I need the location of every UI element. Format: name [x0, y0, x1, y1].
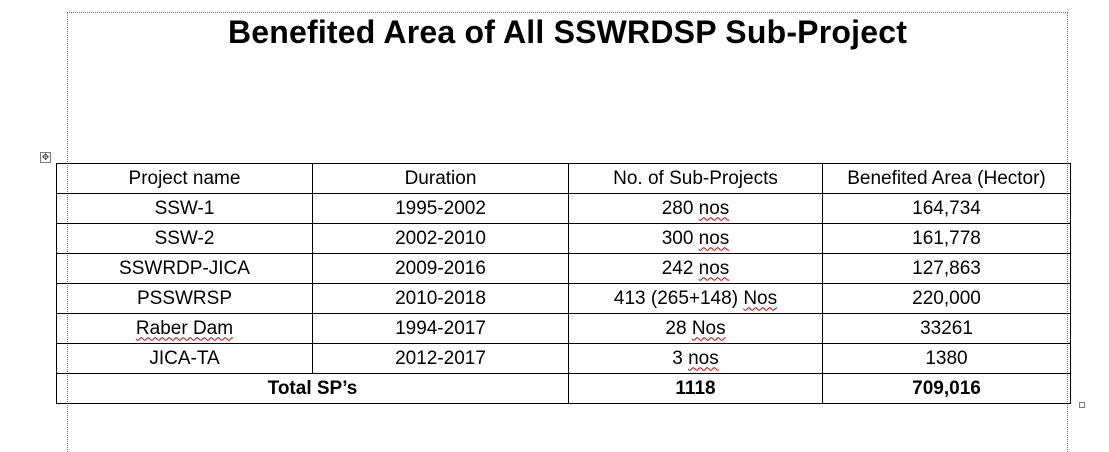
cell-duration: 2012-2017	[312, 343, 569, 374]
cell-duration: 2002-2010	[312, 223, 569, 254]
cell-area: 33261	[822, 313, 1071, 344]
header-project-name: Project name	[56, 163, 313, 194]
count-number: 280	[661, 197, 694, 219]
count-number: 242	[661, 257, 694, 279]
header-duration: Duration	[312, 163, 569, 194]
cell-project: SSW-2	[56, 223, 313, 254]
document-title: Benefited Area of All SSWRDSP Sub-Projec…	[227, 14, 908, 50]
table-row: JICA-TA 2012-2017 3 nos 1380	[56, 343, 1071, 374]
table-move-handle-icon[interactable]: ✥	[40, 152, 51, 163]
count-unit: nos	[698, 257, 730, 279]
count-unit: Nos	[743, 287, 778, 309]
cell-sub-projects: 242 nos	[568, 253, 823, 284]
count-unit: nos	[698, 227, 730, 249]
count-unit: Nos	[691, 317, 726, 339]
benefited-area-table: Project name Duration No. of Sub-Project…	[56, 163, 1071, 404]
cell-sub-projects: 300 nos	[568, 223, 823, 254]
table-row: Raber Dam 1994-2017 28 Nos 33261	[56, 313, 1071, 344]
cell-project: JICA-TA	[56, 343, 313, 374]
cell-sub-projects: 413 (265+148) Nos	[568, 283, 823, 314]
count-number: 28	[665, 317, 687, 339]
table-total-row: Total SP’s 1118 709,016	[56, 373, 1071, 404]
total-sub-projects: 1118	[568, 373, 823, 404]
cell-duration: 1995-2002	[312, 193, 569, 224]
count-number: 300	[661, 227, 694, 249]
cell-area: 161,778	[822, 223, 1071, 254]
cell-area: 220,000	[822, 283, 1071, 314]
header-sub-projects: No. of Sub-Projects	[568, 163, 823, 194]
cell-project: SSW-1	[56, 193, 313, 224]
project-name-text: Raber Dam	[135, 317, 234, 339]
cell-sub-projects: 28 Nos	[568, 313, 823, 344]
cell-project: SSWRDP-JICA	[56, 253, 313, 284]
cell-duration: 1994-2017	[312, 313, 569, 344]
table-resize-handle-icon[interactable]	[1079, 402, 1085, 408]
total-area: 709,016	[822, 373, 1071, 404]
cell-duration: 2009-2016	[312, 253, 569, 284]
cell-sub-projects: 280 nos	[568, 193, 823, 224]
cell-sub-projects: 3 nos	[568, 343, 823, 374]
cell-project: Raber Dam	[56, 313, 313, 344]
table-header-row: Project name Duration No. of Sub-Project…	[56, 163, 1071, 194]
count-number: 3	[672, 347, 683, 369]
cell-duration: 2010-2018	[312, 283, 569, 314]
total-label: Total SP’s	[56, 373, 569, 404]
cell-project: PSSWRSP	[56, 283, 313, 314]
cell-area: 164,734	[822, 193, 1071, 224]
table-row: PSSWRSP 2010-2018 413 (265+148) Nos 220,…	[56, 283, 1071, 314]
table-row: SSW-1 1995-2002 280 nos 164,734	[56, 193, 1071, 224]
table-row: SSWRDP-JICA 2009-2016 242 nos 127,863	[56, 253, 1071, 284]
count-unit: nos	[688, 347, 719, 369]
count-unit: nos	[698, 197, 730, 219]
cell-area: 1380	[822, 343, 1071, 374]
cell-area: 127,863	[822, 253, 1071, 284]
header-benefited-area: Benefited Area (Hector)	[822, 163, 1071, 194]
count-number: 413 (265+148)	[613, 287, 739, 309]
table-row: SSW-2 2002-2010 300 nos 161,778	[56, 223, 1071, 254]
